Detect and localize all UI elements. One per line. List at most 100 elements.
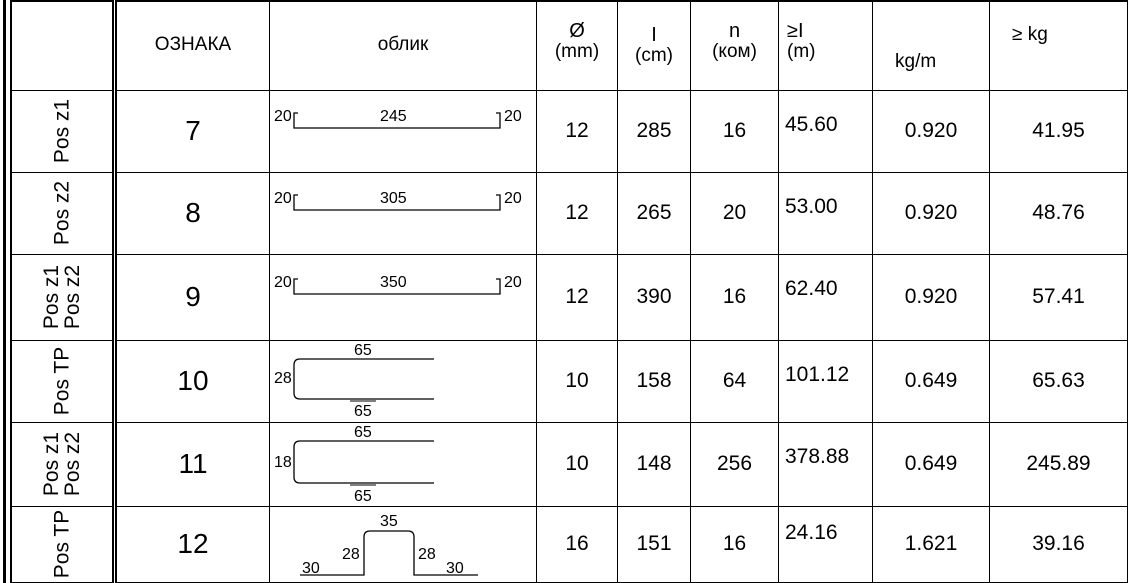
total-length-cell: 45.60: [778, 89, 873, 173]
total-kg-cell: 65.63: [989, 339, 1128, 423]
dim-left: 20: [274, 108, 292, 125]
pos-line: Pos z1: [40, 431, 63, 497]
length-cell: 265: [617, 171, 691, 255]
length-cell: 390: [617, 253, 691, 341]
total-length-cell: 53.00: [778, 171, 873, 255]
length-cell: 285: [617, 89, 691, 173]
pos-line: Pos TP: [50, 346, 74, 416]
dim-right-height: 28: [418, 546, 436, 563]
kg-per-m-cell: 0.920: [872, 89, 990, 173]
dim-side: 18: [274, 454, 292, 471]
pos-label: Pos z2: [50, 180, 74, 246]
straight-bar-shape: 20 305 20: [274, 190, 522, 211]
table-row: Pos z1 Pos z2 9 20 350 20 12 390 16 62.4…: [11, 253, 1128, 341]
mark-cell: 9: [114, 253, 270, 341]
length-cell: 148: [617, 421, 691, 507]
mark-cell: 10: [114, 339, 270, 423]
total-kg-cell: 48.76: [989, 171, 1128, 255]
total-length-cell: 62.40: [778, 253, 873, 341]
table-row: Pos z2 8 20 305 20 12 265 20 53.00 0.920…: [11, 171, 1128, 255]
diameter-cell: 10: [536, 339, 618, 423]
pos-line: Pos z2: [50, 180, 74, 246]
total-length-cell: 24.16: [778, 505, 873, 583]
dim-side: 28: [274, 370, 292, 387]
dim-bottom: 65: [354, 403, 372, 420]
total-length-unit: (m): [787, 41, 816, 62]
shape-cell: 65 28 65: [269, 339, 537, 423]
pos-cell: Pos TP: [11, 339, 117, 423]
dim-right: 20: [504, 274, 522, 291]
kg-per-m-cell: 1.621: [872, 505, 990, 583]
header-mark-label: ОЗНАКА: [154, 34, 232, 56]
table-row: Pos z1 Pos z2 11 65 18 65 10 148 256 378…: [11, 421, 1128, 507]
count-cell: 16: [690, 253, 779, 341]
total-length-symbol: ≥I: [787, 20, 804, 42]
header-total-length: ≥I (m): [778, 0, 873, 91]
mark-cell: 7: [114, 89, 270, 173]
header-mark: ОЗНАКА: [114, 0, 270, 91]
total-kg-label: ≥ kg: [1012, 24, 1048, 45]
header-length: I (cm): [617, 0, 691, 91]
dim-mid: 245: [380, 108, 407, 125]
dim-mid: 350: [380, 274, 407, 291]
mark-cell: 11: [114, 421, 270, 507]
count-cell: 64: [690, 339, 779, 423]
dim-right: 20: [504, 190, 522, 207]
length-cell: 151: [617, 505, 691, 583]
mark-cell: 12: [114, 505, 270, 583]
length-unit: (cm): [635, 45, 673, 66]
diameter-symbol: Ø: [569, 20, 585, 42]
shape-cell: 35 28 28 30 30: [269, 505, 537, 583]
pos-cell: Pos z1: [11, 89, 117, 173]
shape-cell: 20 245 20: [269, 89, 537, 173]
header-diameter: Ø (mm): [536, 0, 618, 91]
table-row: Pos TP 12 35 28 28 30 30 16 151 16 24.16…: [11, 505, 1128, 583]
dim-left-foot: 30: [302, 560, 320, 577]
kg-per-m-label: kg/m: [895, 51, 937, 72]
pos-cell: Pos z1 Pos z2: [11, 421, 117, 507]
total-kg-cell: 245.89: [989, 421, 1128, 507]
stirrup-shape: 65 18 65: [274, 424, 434, 505]
header-shape-label: облик: [377, 34, 429, 56]
dim-left-height: 28: [342, 546, 360, 563]
diameter-cell: 12: [536, 253, 618, 341]
pos-cell: Pos z1 Pos z2: [11, 253, 117, 341]
pos-label: Pos TP: [50, 509, 74, 579]
shape-cell: 20 350 20: [269, 253, 537, 341]
diameter-cell: 12: [536, 171, 618, 255]
count-unit: (ком): [712, 41, 757, 62]
diameter-unit: (mm): [554, 41, 600, 62]
count-cell: 16: [690, 89, 779, 173]
diameter-cell: 12: [536, 89, 618, 173]
hat-bar-shape: 35 28 28 30 30: [300, 513, 478, 577]
pos-cell: Pos z2: [11, 171, 117, 255]
count-cell: 20: [690, 171, 779, 255]
shape-cell: 20 305 20: [269, 171, 537, 255]
total-kg-cell: 39.16: [989, 505, 1128, 583]
kg-per-m-cell: 0.649: [872, 421, 990, 507]
straight-bar-shape: 20 245 20: [274, 108, 522, 129]
count-cell: 256: [690, 421, 779, 507]
shape-cell: 65 18 65: [269, 421, 537, 507]
pos-line: Pos z2: [61, 431, 84, 497]
total-kg-cell: 57.41: [989, 253, 1128, 341]
kg-per-m-cell: 0.649: [872, 339, 990, 423]
pos-line: Pos TP: [50, 509, 74, 579]
pos-label: Pos z1 Pos z2: [40, 431, 84, 497]
kg-per-m-cell: 0.920: [872, 253, 990, 341]
dim-right: 20: [504, 108, 522, 125]
length-symbol: I: [651, 24, 657, 46]
count-cell: 16: [690, 505, 779, 583]
header-row: ОЗНАКА облик Ø (mm) I (cm) n (ком) ≥I (m…: [11, 0, 1128, 91]
frame-border-left: [3, 0, 6, 583]
header-kg-per-m: kg/m: [872, 0, 990, 91]
total-kg-cell: 41.95: [989, 89, 1128, 173]
header-shape: облик: [269, 0, 537, 91]
table-row: Pos TP 10 65 28 65 10 158 64 101.12 0.64…: [11, 339, 1128, 423]
straight-bar-shape: 20 350 20: [274, 274, 522, 295]
pos-label: Pos z1: [51, 99, 74, 163]
pos-cell: Pos TP: [11, 505, 117, 583]
diameter-cell: 10: [536, 421, 618, 507]
dim-mid: 305: [380, 190, 407, 207]
